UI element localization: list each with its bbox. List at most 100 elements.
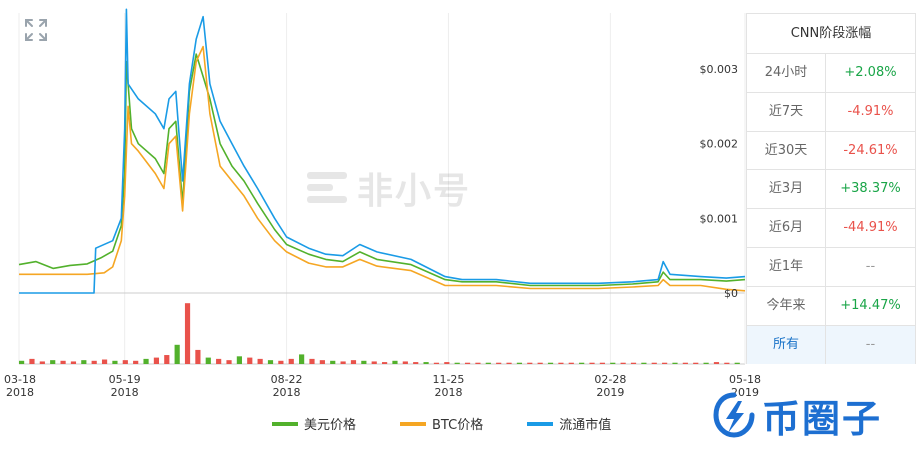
volume-bar (50, 360, 56, 364)
stats-period-label: 近30天 (747, 131, 826, 170)
volume-bar (464, 362, 471, 364)
volume-bar (516, 362, 523, 364)
stats-title: CNN阶段涨幅 (747, 14, 915, 54)
legend-item[interactable]: 美元价格 (272, 414, 356, 433)
volume-bar (371, 361, 377, 364)
x-tick-label: 11-25 (432, 373, 464, 386)
volume-bar (433, 362, 440, 364)
volume-bar (361, 360, 367, 364)
stats-row[interactable]: 近1年 -- (747, 247, 915, 287)
volume-bar (496, 362, 502, 364)
legend-label: 流通市值 (559, 418, 612, 433)
volume-bar (444, 362, 450, 364)
x-tick-label: 02-28 (594, 373, 626, 386)
volume-bar (724, 362, 730, 364)
volume-bar (402, 361, 408, 364)
legend-item[interactable]: BTC价格 (400, 414, 483, 433)
stats-period-label: 近3月 (747, 170, 826, 209)
volume-bar (174, 344, 180, 364)
volume-bar (205, 357, 211, 364)
chart-legend: 美元价格 BTC价格 流通市值 (272, 414, 655, 433)
volume-bar (19, 360, 25, 364)
volume-bar (70, 361, 77, 364)
stats-row[interactable]: 24小时 +2.08% (747, 54, 915, 93)
volume-bar (527, 362, 533, 364)
volume-bar (143, 358, 149, 364)
volume-bar (236, 356, 242, 364)
volume-bar (579, 362, 585, 364)
volume-bar (112, 360, 118, 364)
volume-bar (226, 360, 232, 364)
volume-bar (423, 362, 429, 364)
x-tick-year: 2019 (596, 386, 624, 399)
chart-series (18, 8, 746, 294)
stats-row[interactable]: 今年来 +14.47% (747, 286, 915, 326)
volume-bar (164, 355, 170, 364)
volume-bar (641, 362, 647, 364)
x-tick-label: 05-19 (109, 373, 141, 386)
x-tick-year: 2018 (273, 386, 301, 399)
volume-bar (267, 360, 274, 364)
volume-bar (599, 362, 605, 364)
volume-bar (506, 362, 512, 364)
stats-row[interactable]: 近3月 +38.37% (747, 170, 915, 210)
volume-bar (610, 362, 616, 364)
stats-change-value: +2.08% (844, 65, 897, 80)
volume-bar (288, 358, 294, 364)
stats-panel: CNN阶段涨幅 24小时 +2.08% 近7天 -4.91% 近30天 -24.61% 近3… (746, 13, 916, 365)
volume-bar (620, 362, 626, 364)
corner-logo: 币圈子 (712, 388, 882, 443)
volume-bar (319, 360, 325, 364)
volume-bar (558, 362, 564, 364)
watermark-icon (307, 172, 347, 203)
y-tick-label: $0.001 (700, 212, 739, 225)
logo-text: 币圈子 (762, 397, 883, 441)
volume-bar (101, 359, 108, 364)
stats-change-value: -- (865, 336, 876, 352)
volume-bar (413, 362, 419, 364)
volume-bar (682, 362, 688, 364)
y-axis-ticks: $0.003 $0.002 $0.001 $0 (700, 63, 739, 300)
stats-row[interactable]: 近7天 -4.91% (747, 92, 915, 132)
stats-row[interactable]: 近30天 -24.61% (747, 131, 915, 171)
stats-row[interactable]: 所有 -- (747, 325, 915, 365)
volume-bar (60, 360, 66, 364)
legend-swatch (527, 421, 554, 426)
volume-bar (568, 362, 574, 364)
stats-period-label: 近7天 (747, 92, 826, 131)
volume-bar (330, 360, 336, 364)
x-tick-year: 2018 (434, 386, 462, 399)
series-line-0 (18, 53, 746, 287)
stats-change-value: -24.61% (843, 142, 898, 158)
volume-bar (454, 362, 460, 364)
volume-bar (184, 303, 191, 364)
x-axis-ticks: 03-18201805-19201808-22201811-25201802-2… (4, 373, 761, 399)
volume-bar (382, 362, 388, 364)
volume-bar (693, 362, 699, 364)
stats-change-value: +14.47% (840, 297, 901, 313)
volume-bar (713, 362, 720, 364)
legend-item[interactable]: 流通市值 (527, 414, 611, 433)
stats-change-value: -44.91% (843, 220, 898, 236)
volume-bars (19, 303, 740, 364)
volume-bar (589, 362, 595, 364)
volume-bar (350, 360, 357, 364)
x-tick-year: 2018 (6, 386, 34, 399)
volume-bar (195, 349, 201, 364)
volume-bar (39, 361, 45, 364)
stats-change-value: +38.37% (840, 181, 901, 197)
volume-bar (216, 358, 222, 364)
volume-bar (340, 361, 346, 364)
volume-bar (475, 362, 481, 364)
stats-row[interactable]: 近6月 -44.91% (747, 209, 915, 248)
volume-bar (547, 362, 554, 364)
volume-bar (278, 360, 284, 364)
volume-bar (485, 362, 491, 364)
stats-period-label: 近6月 (747, 209, 826, 247)
expand-icon[interactable] (24, 18, 48, 42)
y-tick-label: $0 (724, 287, 738, 300)
series-line-1 (19, 45, 746, 292)
volume-bar (122, 360, 128, 364)
volume-bar (299, 354, 305, 364)
volume-bar (630, 362, 637, 364)
